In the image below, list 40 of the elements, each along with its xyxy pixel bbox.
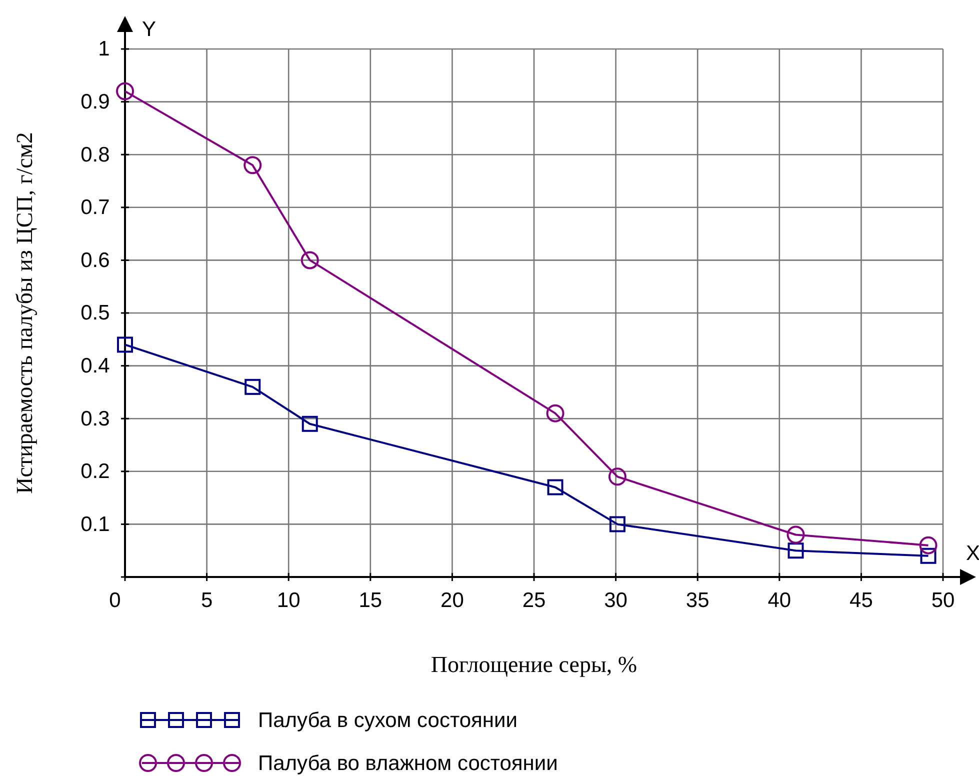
- x-tick-label: 10: [276, 588, 300, 612]
- y-tick-label: 0.8: [80, 143, 110, 166]
- x-tick-label: 0: [109, 588, 121, 612]
- y-tick-label: 0.3: [80, 407, 110, 430]
- y-tick-label: 1: [98, 38, 110, 61]
- point: [547, 479, 564, 496]
- x-tick-label: 35: [686, 588, 710, 612]
- point: [300, 251, 319, 270]
- legend-label: Палуба во влажном состоянии: [258, 752, 558, 775]
- y-axis-title: Истираемость палубы из ЦСП, г/см2: [12, 132, 37, 494]
- y-tick-label: 0.4: [80, 354, 110, 378]
- point: [609, 516, 626, 532]
- point: [244, 156, 262, 174]
- x-tick-label: 50: [931, 588, 955, 612]
- x-tick-label: 5: [200, 588, 213, 612]
- y-tick-label: 0.6: [80, 248, 110, 272]
- point: [920, 548, 936, 564]
- point: [788, 542, 804, 559]
- x-tick-label: 30: [604, 588, 628, 612]
- point: [116, 82, 134, 100]
- y-tick-label: 0.2: [80, 460, 110, 484]
- point: [117, 336, 133, 353]
- x-tick-label: 15: [358, 588, 382, 612]
- x-tick-label: 40: [768, 588, 792, 612]
- point: [608, 468, 626, 486]
- y-tick-label: 0.5: [80, 302, 110, 325]
- point: [786, 526, 805, 544]
- y-tick-label: 0.9: [80, 90, 110, 114]
- point: [546, 404, 564, 422]
- x-tick-label: 20: [440, 588, 464, 612]
- text: Y: [142, 18, 156, 41]
- legend-label: Палуба в сухом состоянии: [258, 709, 518, 732]
- y-tick-label: 0.1: [80, 512, 110, 536]
- x-axis-title: Поглощение серы, %: [430, 652, 638, 677]
- y-tick-label: 0.7: [80, 196, 110, 220]
- point: [302, 416, 318, 432]
- x-tick-label: 45: [850, 588, 873, 612]
- point: [919, 536, 938, 554]
- x-tick-label: 25: [522, 588, 546, 612]
- point: [244, 378, 261, 395]
